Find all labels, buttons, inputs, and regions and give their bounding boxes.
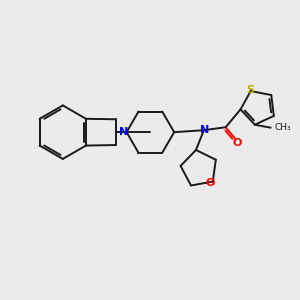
Text: S: S — [247, 85, 255, 95]
Text: CH₃: CH₃ — [274, 123, 291, 132]
Text: N: N — [200, 125, 209, 135]
Text: O: O — [233, 138, 242, 148]
Text: N: N — [119, 127, 128, 137]
Text: O: O — [205, 178, 214, 188]
